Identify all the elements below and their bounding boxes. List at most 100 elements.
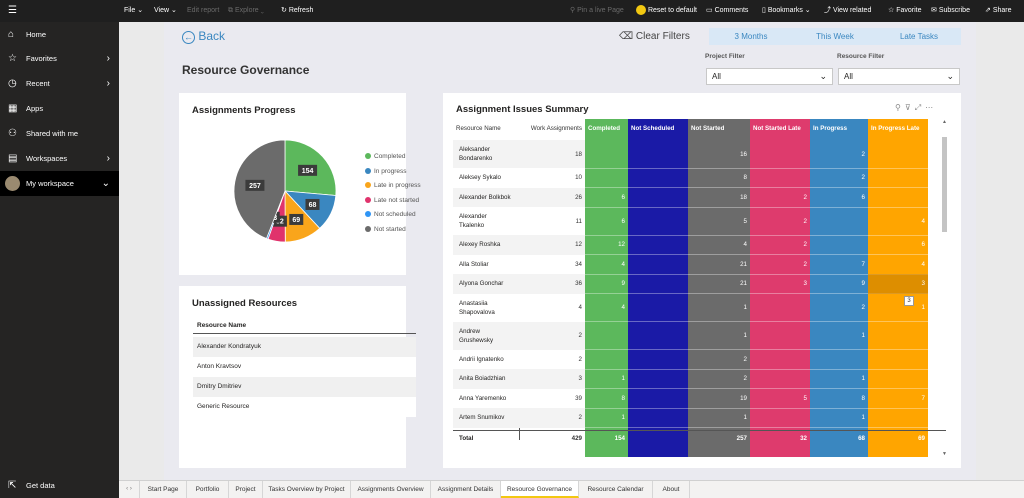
page-tab-portfolio[interactable]: Portfolio [187,481,229,498]
legend-item[interactable]: In progress [365,168,407,175]
table-row[interactable]: Anton Kravtsov [193,357,416,377]
comments-button[interactable]: ▭ Comments [706,7,749,14]
value-cell[interactable]: 21 [740,260,747,268]
value-cell[interactable]: 1 [621,375,625,383]
table-row[interactable]: Anna Yaremenko 39 8 19 5 8 7 [453,388,946,409]
page-tab-resource-governance[interactable]: Resource Governance [501,481,579,498]
value-cell[interactable]: 4 [621,260,625,268]
share-button[interactable]: ⇗ Share [985,7,1012,14]
page-tab-tasks-overview-by-project[interactable]: Tasks Overview by Project [263,481,351,498]
value-cell[interactable]: 21 [740,280,747,288]
value-cell[interactable]: 8 [621,394,625,402]
project-filter-dropdown[interactable]: All ⌄ [706,68,833,85]
value-cell[interactable]: 4 [743,241,747,249]
nav-my-workspace[interactable]: My workspace ⌄ [0,171,119,196]
value-cell[interactable]: 2 [803,217,807,225]
value-cell[interactable]: 4 [921,260,925,268]
page-tab-project[interactable]: Project [229,481,263,498]
value-cell[interactable]: 3 [803,280,807,288]
nav-workspaces[interactable]: ▤ Workspaces › [0,146,119,171]
tab-this-week[interactable]: This Week [816,32,854,41]
clear-filters-button[interactable]: ⌫ Clear Filters [619,31,690,42]
value-cell[interactable]: 11 [575,217,582,225]
value-cell[interactable]: 19 [740,394,747,402]
value-cell[interactable]: 18 [575,150,582,158]
table-row[interactable]: Alla Stoliar 34 4 21 2 7 4 [453,254,946,275]
edit-report-button[interactable]: Edit report [187,7,220,14]
legend-item[interactable]: Not scheduled [365,211,416,218]
table-row[interactable]: Andrew Grushewsky 2 1 1 [453,321,946,350]
nav-home[interactable]: ⌂ Home [0,22,119,47]
hovered-cell[interactable] [868,274,928,294]
tab-3-months[interactable]: 3 Months [734,32,768,41]
nav-favorites[interactable]: ☆ Favorites › [0,46,119,71]
value-cell[interactable]: 1 [861,414,865,422]
table-row[interactable]: Artem Snumikov 2 1 1 1 [453,408,946,428]
value-cell[interactable]: 2 [861,304,865,311]
value-cell[interactable]: 4 [578,304,582,311]
value-cell[interactable]: 2 [578,414,582,422]
value-cell[interactable]: 4 [621,304,625,311]
reset-default-button[interactable]: Reset to default [636,0,697,22]
value-cell[interactable]: 39 [575,394,582,402]
value-cell[interactable]: 7 [921,394,925,402]
value-cell[interactable]: 2 [803,241,807,249]
column-header[interactable]: Not Scheduled [631,125,675,132]
value-cell[interactable]: 10 [575,174,582,182]
value-cell[interactable]: 34 [575,260,582,268]
column-header[interactable]: In Progress Late [871,125,920,132]
value-cell[interactable]: 1 [921,304,925,311]
column-header[interactable]: Completed [588,125,620,132]
value-cell[interactable]: 6 [921,241,925,249]
column-header[interactable]: Not Started Late [753,125,801,132]
pin-icon[interactable]: ⚲ [895,103,905,112]
value-cell[interactable]: 5 [743,217,747,225]
value-cell[interactable]: 8 [861,394,865,402]
value-cell[interactable]: 2 [743,375,747,383]
bookmarks-button[interactable]: ▯ Bookmarks ⌄ [762,7,811,14]
value-cell[interactable]: 6 [621,217,625,225]
value-cell[interactable]: 1 [621,414,625,422]
table-row[interactable]: Dmitry Dmitriev [193,377,416,397]
filter-icon[interactable]: ⊽ [904,103,915,112]
nav-apps[interactable]: ▦ Apps [0,96,119,121]
value-cell[interactable]: 2 [578,332,582,339]
value-cell[interactable]: 12 [575,241,582,249]
value-cell[interactable]: 12 [618,241,625,249]
value-cell[interactable]: 36 [575,280,582,288]
page-tab-assignments-overview[interactable]: Assignments Overview [351,481,431,498]
nav-shared-with-me[interactable]: ⚇ Shared with me [0,121,119,146]
table-row[interactable]: Aleksander Bondarenko 18 16 2 [453,140,946,169]
column-header[interactable]: Resource Name [456,125,501,132]
focus-mode-icon[interactable]: ⤢ [914,103,926,112]
value-cell[interactable]: 2 [861,174,865,182]
value-cell[interactable]: 1 [861,332,865,339]
value-cell[interactable]: 6 [621,193,625,201]
value-cell[interactable]: 3 [578,375,582,383]
value-cell[interactable]: 4 [921,217,925,225]
view-related-button[interactable]: ⤴ View related [824,7,872,14]
get-data-button[interactable]: ⇱ Get data [0,473,119,498]
legend-item[interactable]: Late in progress [365,182,421,189]
value-cell[interactable]: 16 [740,150,747,158]
nav-recent[interactable]: ◷ Recent › [0,71,119,96]
column-header[interactable]: In Progress [813,125,848,132]
table-row[interactable]: Anita Boiadzhian 3 1 2 1 [453,369,946,389]
value-cell[interactable]: 1 [743,332,747,339]
legend-item[interactable]: Late not started [365,197,419,204]
table-row[interactable]: Aleksey Sykalo 10 8 2 [453,168,946,188]
table-row[interactable]: Alexey Roshka 12 12 4 2 6 [453,235,946,255]
matrix-scrollbar[interactable]: ▲ ▼ [942,119,947,457]
value-cell[interactable]: 2 [803,260,807,268]
hamburger-menu-icon[interactable]: ☰ [8,5,17,16]
value-cell[interactable]: 2 [578,355,582,363]
table-row[interactable]: Alexander Kondratyuk [193,337,416,357]
value-cell[interactable]: 18 [740,193,747,201]
value-cell[interactable]: 8 [743,174,747,182]
value-cell[interactable]: 2 [803,193,807,201]
value-cell[interactable]: 6 [861,193,865,201]
legend-item[interactable]: Not started [365,226,406,233]
value-cell[interactable]: 1 [743,414,747,422]
tab-late-tasks[interactable]: Late Tasks [899,32,939,41]
table-row[interactable]: Alyona Gonchar 36 9 21 3 9 3 [453,274,946,294]
